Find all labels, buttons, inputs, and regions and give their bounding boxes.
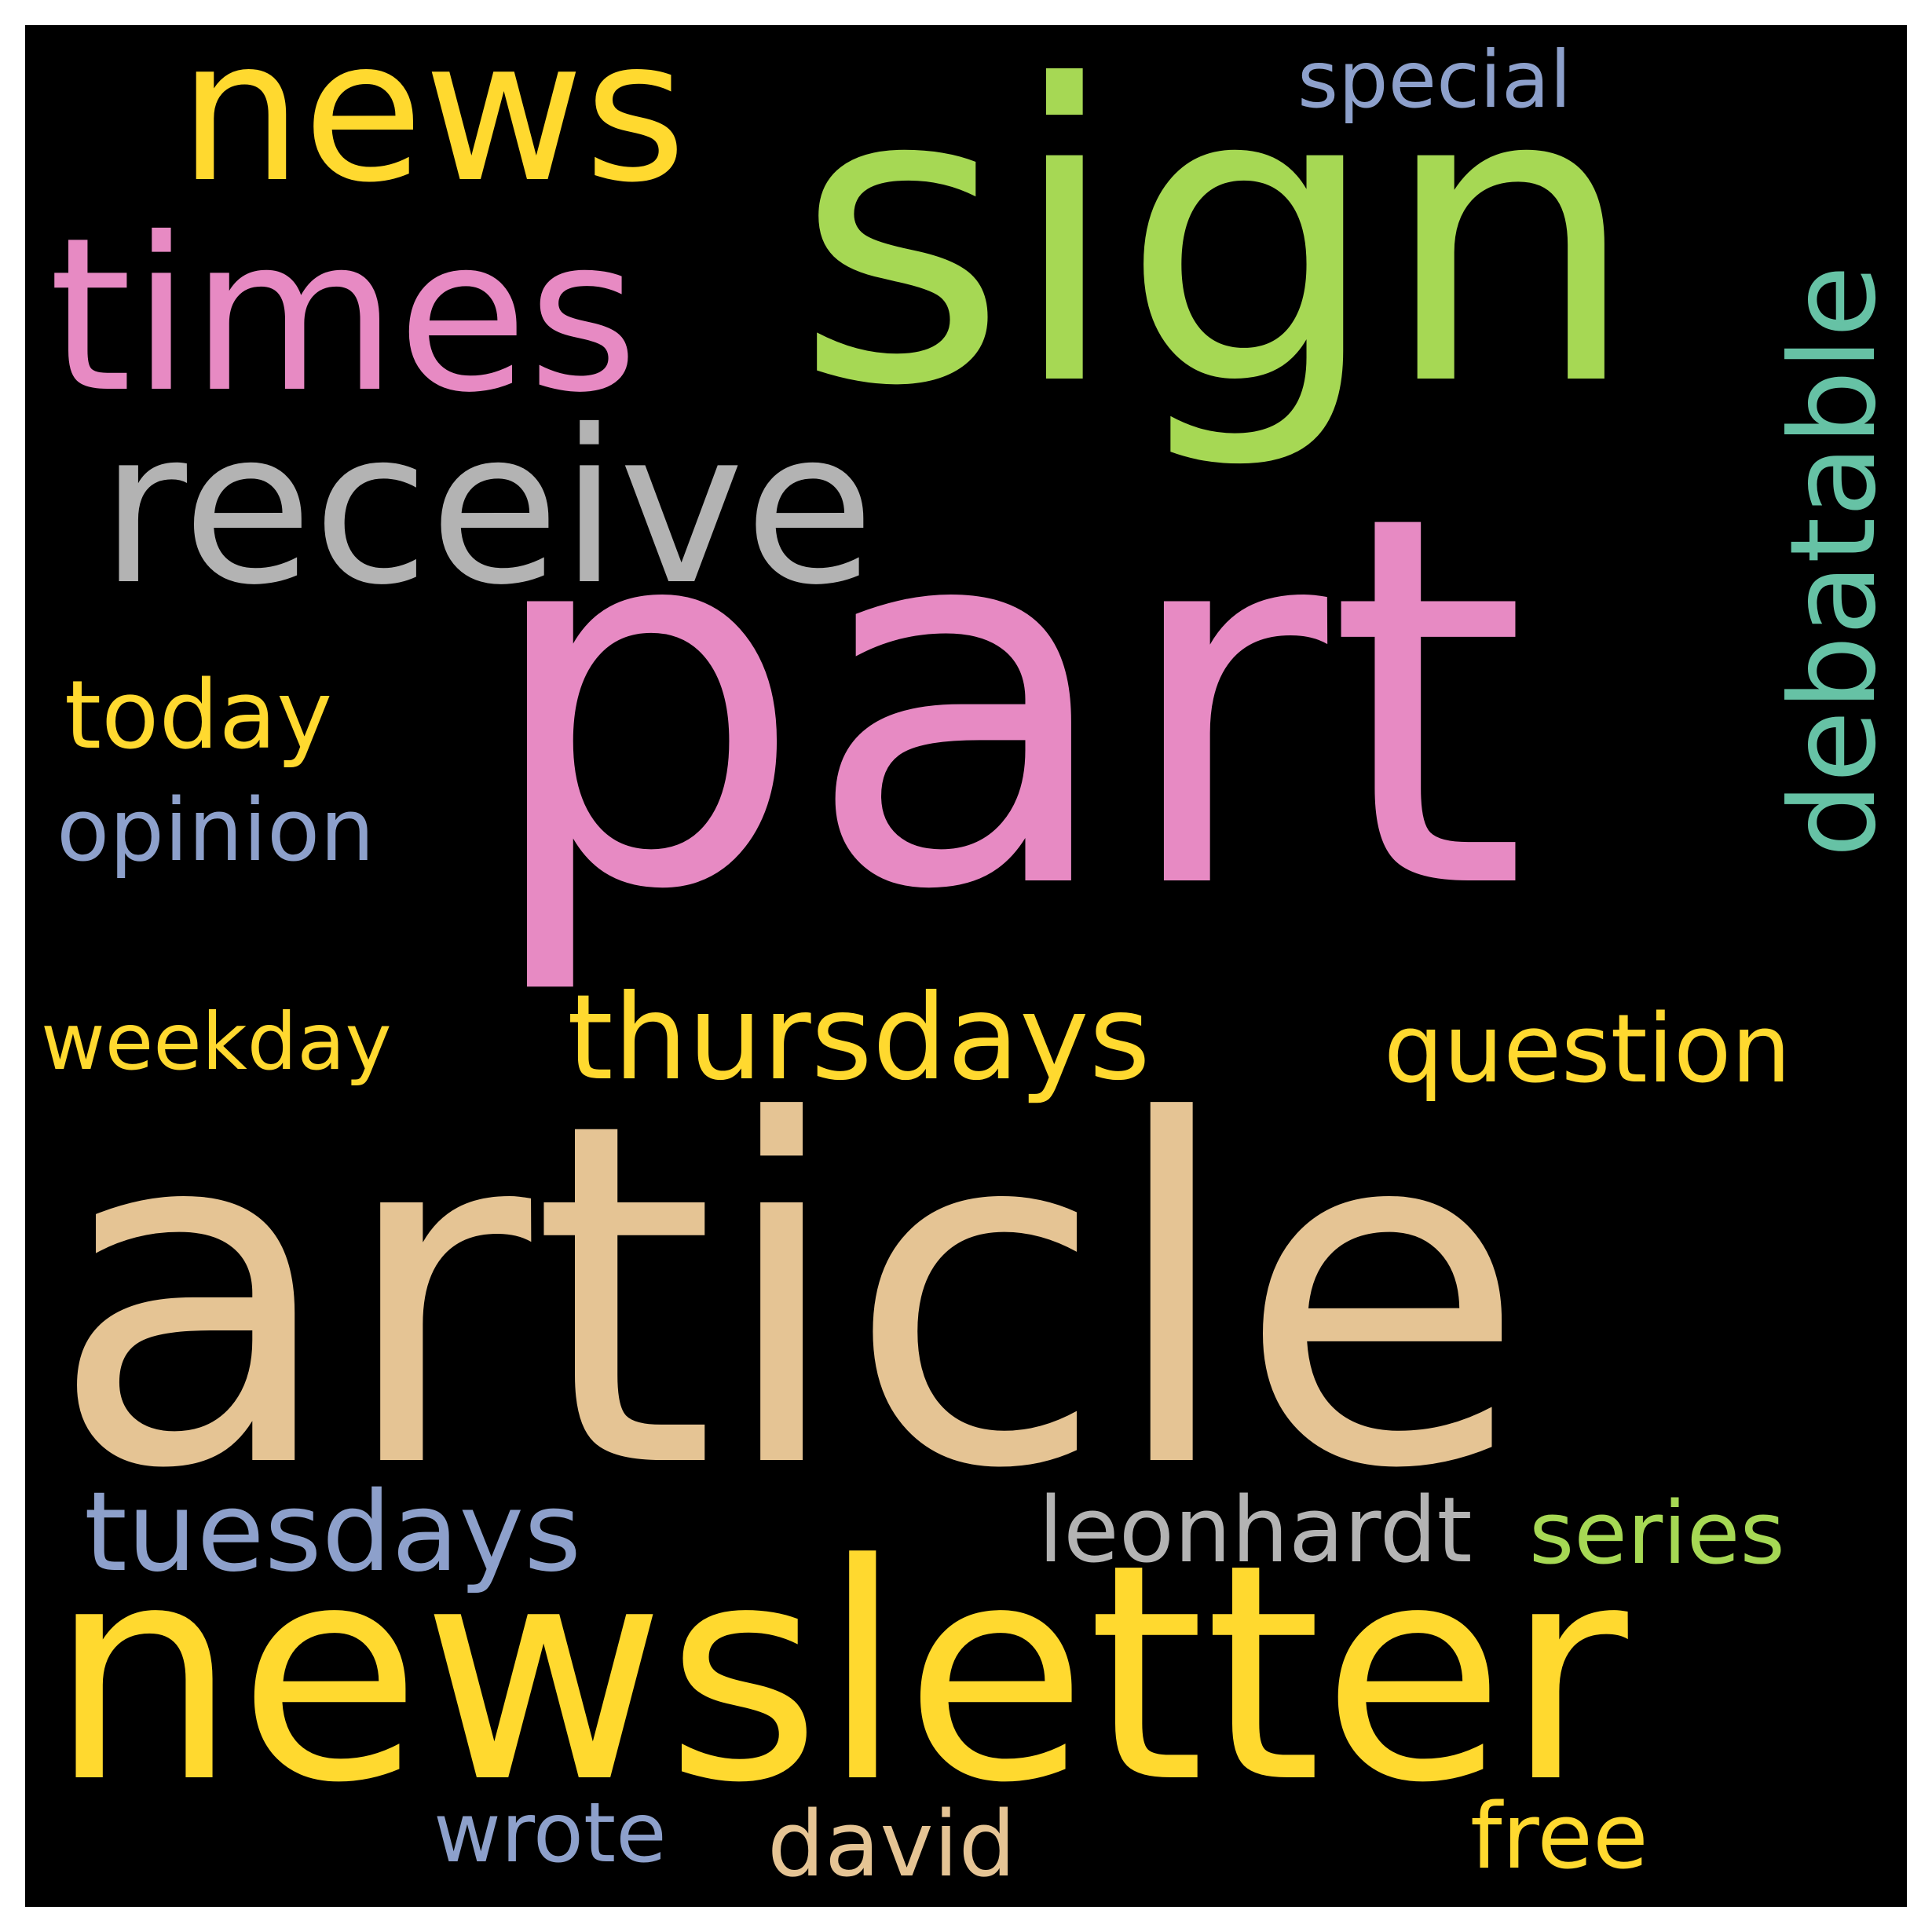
word-times: times [49, 192, 639, 439]
word-today: today [64, 661, 333, 770]
word-david: david [767, 1792, 1016, 1897]
word-newsletter: newsletter [49, 1500, 1628, 1848]
word-wrote: wrote [434, 1785, 667, 1881]
word-question: question [1384, 995, 1791, 1104]
word-series: series [1529, 1483, 1785, 1583]
word-cloud-canvas: article part sign newsletter receive tim… [25, 25, 1907, 1907]
word-thursdays: thursdays [567, 970, 1151, 1107]
word-weekday: weekday [41, 996, 392, 1088]
word-opinion: opinion [57, 780, 375, 880]
word-part: part [481, 408, 1528, 1001]
word-sign: sign [795, 25, 1640, 475]
word-free: free [1470, 1784, 1648, 1890]
word-leonhardt: leonhardt [1038, 1478, 1473, 1583]
word-debatable: debatable [1766, 265, 1902, 858]
word-article: article [49, 1023, 1528, 1572]
word-news: news [178, 25, 686, 225]
word-receive: receive [100, 384, 875, 631]
word-tuesdays: tuesdays [84, 1469, 582, 1597]
word-special: special [1297, 34, 1572, 126]
